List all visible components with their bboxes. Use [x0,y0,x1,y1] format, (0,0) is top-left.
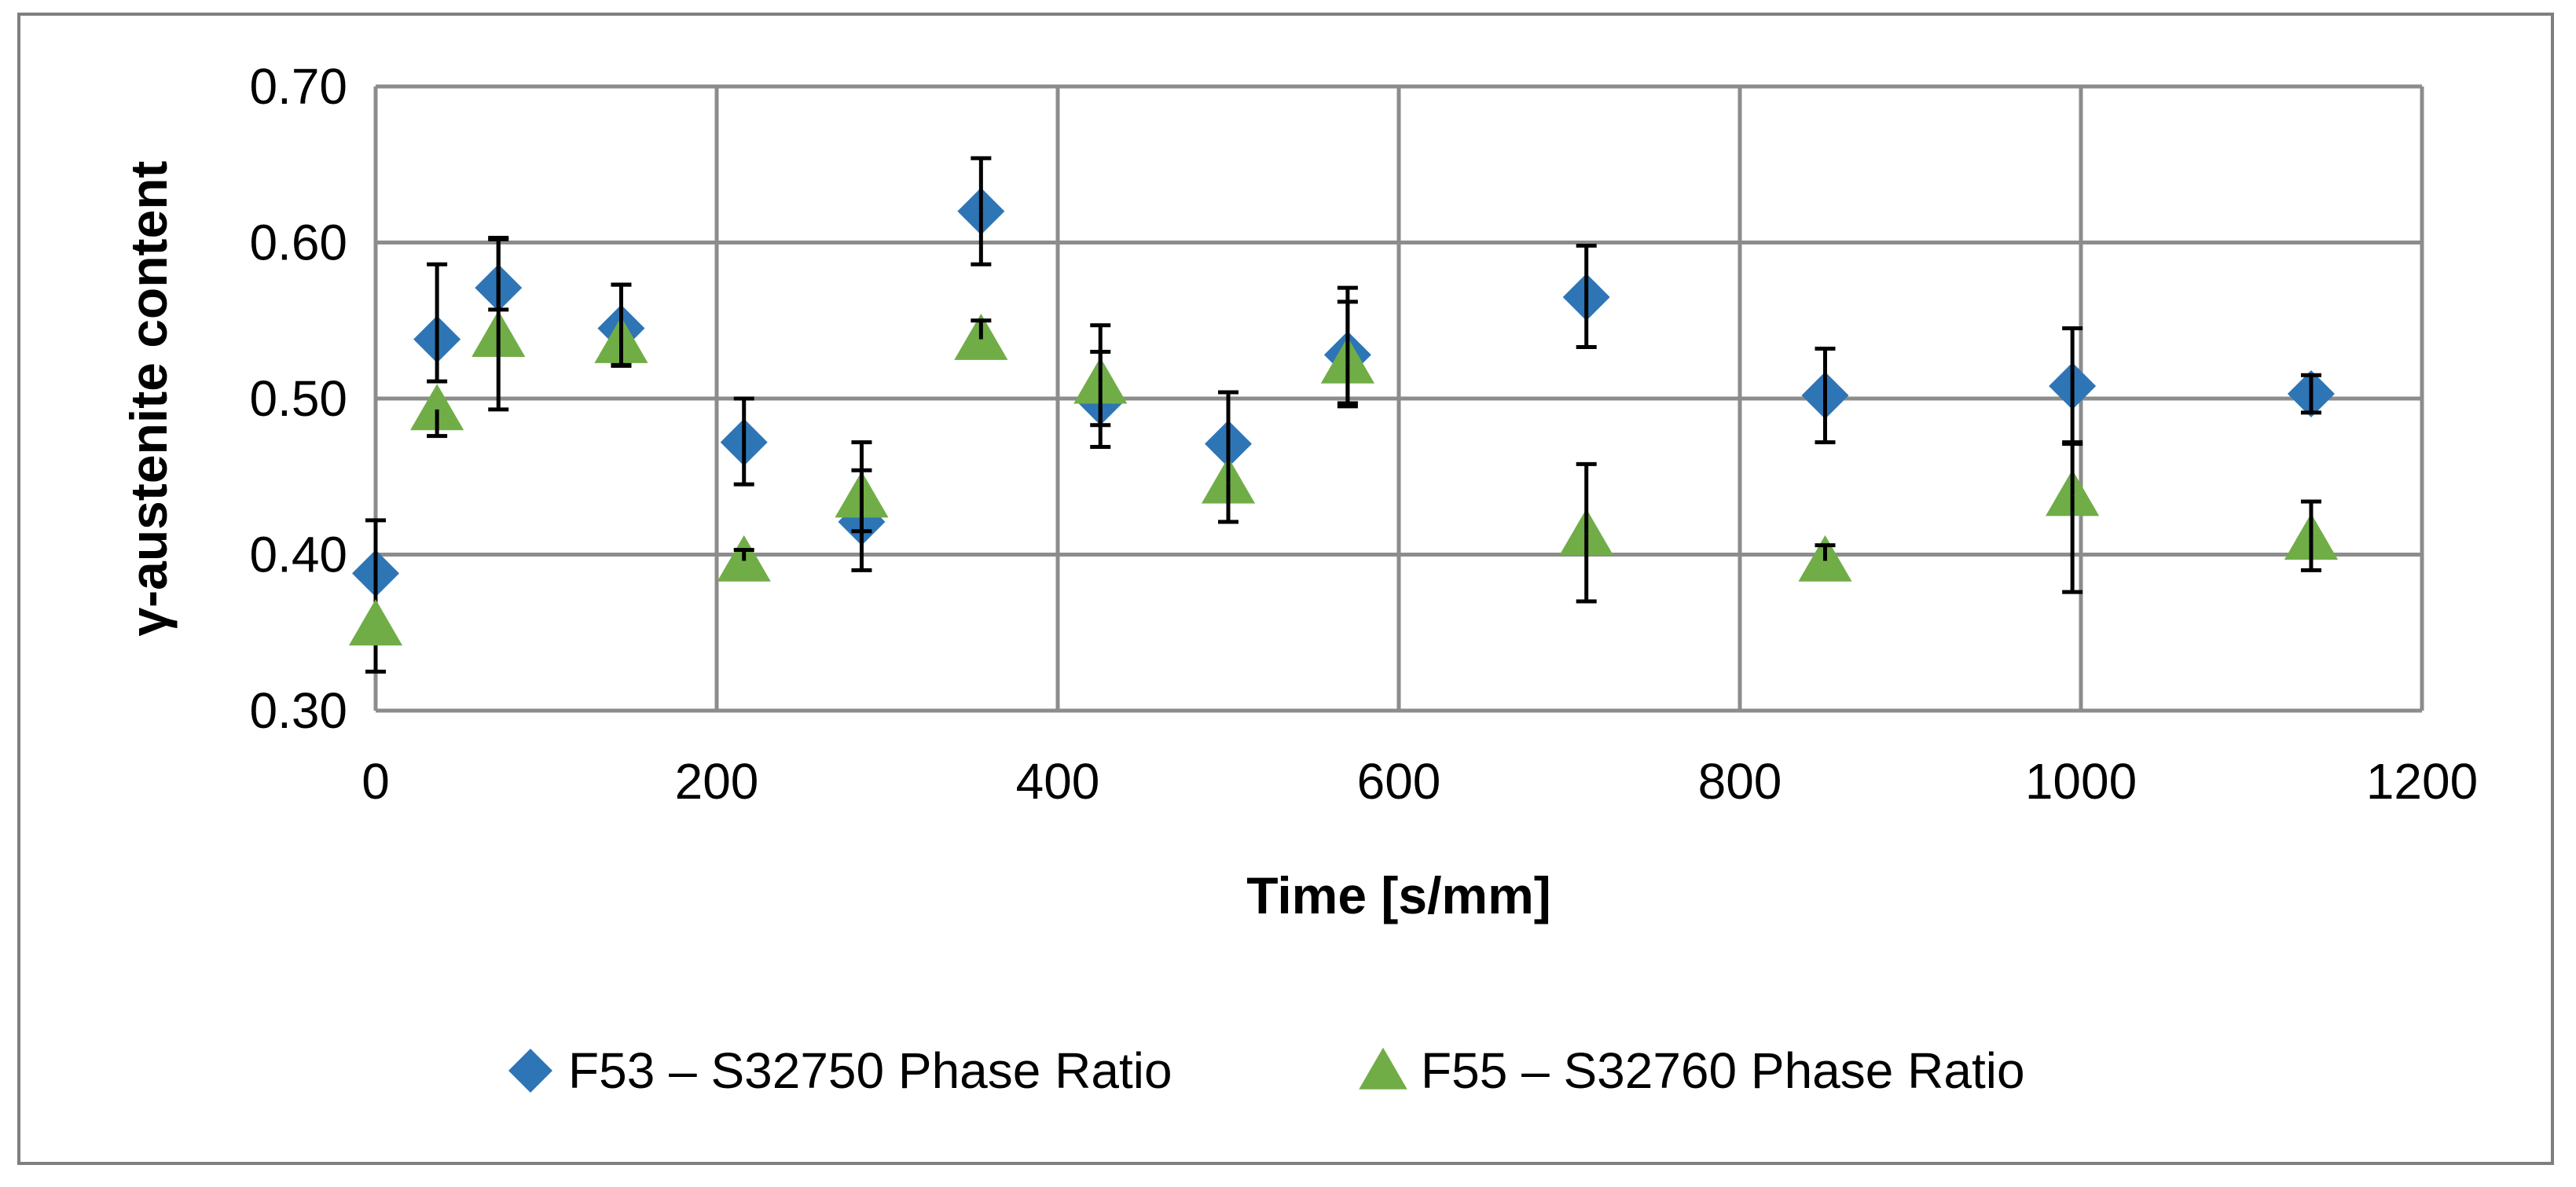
series-1 [348,236,2339,646]
y-tick-label: 0.50 [249,370,347,427]
x-tick-label: 1200 [2366,753,2478,810]
legend-label: F55 – S32760 Phase Ratio [1421,1042,2025,1099]
x-tick-label: 0 [361,753,390,810]
series-0 [352,156,2335,674]
legend: F53 – S32750 Phase Ratio F55 – S32760 Pha… [508,1042,2025,1099]
x-tick-label: 1000 [2025,753,2137,810]
gridlines [373,84,2424,713]
y-tick-label: 0.40 [249,527,347,583]
x-tick-label: 200 [675,753,759,810]
y-tick-label: 0.70 [249,58,347,115]
tick-labels: 0.30 0.40 0.50 0.60 0.70 0 200 400 600 800 1000 120… [249,58,2478,810]
x-tick-label: 800 [1698,753,1782,810]
data-point-triangle [348,599,403,646]
data-point-triangle [410,384,464,431]
y-axis-title: γ-austenite content [119,160,178,636]
chart-frame [17,13,2554,1165]
x-axis-title: Time [s/mm] [1246,866,1551,924]
y-tick-label: 0.30 [249,682,347,739]
legend-marker-diamond [508,1049,552,1093]
x-tick-label: 600 [1357,753,1441,810]
legend-label: F53 – S32750 Phase Ratio [568,1042,1172,1099]
x-tick-label: 400 [1016,753,1100,810]
legend-marker-triangle [1359,1047,1407,1090]
y-tick-label: 0.60 [249,215,347,271]
